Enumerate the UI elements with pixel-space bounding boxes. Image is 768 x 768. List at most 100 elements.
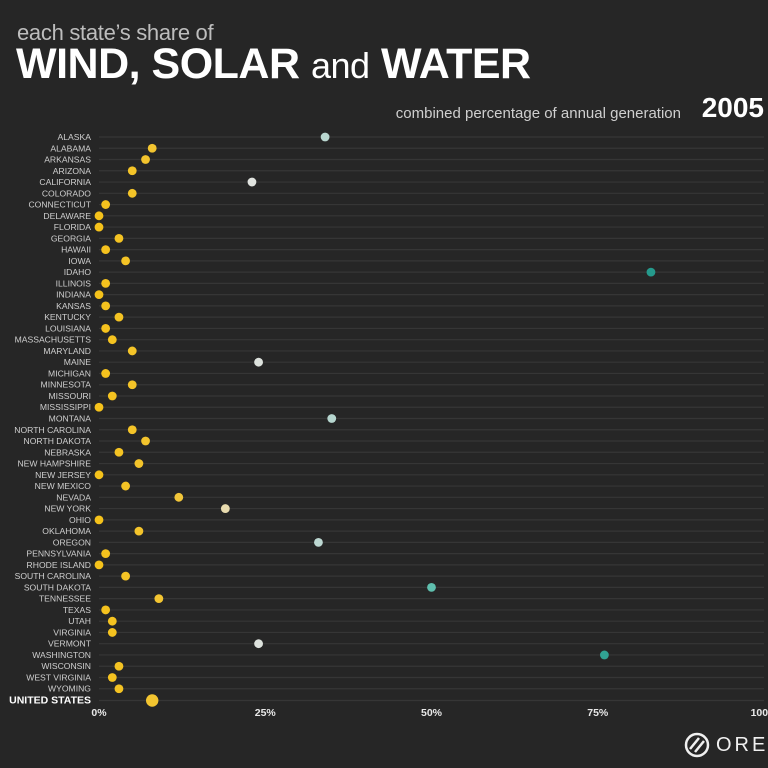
state-label: KANSAS: [56, 301, 91, 311]
logo-icon: [684, 732, 710, 758]
x-tick-label: 75%: [587, 707, 609, 719]
total-label: UNITED STATES: [9, 695, 91, 707]
state-dot: [127, 166, 137, 176]
state-label: RHODE ISLAND: [27, 560, 91, 570]
state-label: NEVADA: [56, 492, 91, 502]
state-label: NEW YORK: [44, 504, 91, 514]
x-tick-label: 0%: [91, 707, 107, 719]
state-label: MINNESOTA: [41, 380, 92, 390]
state-label: COLORADO: [42, 188, 91, 198]
state-dot: [101, 301, 111, 311]
state-dot: [94, 402, 104, 412]
x-tick-label: 50%: [421, 707, 443, 719]
axis-caption: combined percentage of annual generation: [395, 105, 681, 122]
state-dot: [247, 177, 257, 187]
state-label: OREGON: [53, 537, 91, 547]
state-dot: [127, 425, 137, 435]
state-label: MAINE: [64, 357, 91, 367]
state-label: NORTH DAKOTA: [24, 436, 92, 446]
state-label: ILLINOIS: [56, 278, 92, 288]
state-dot: [314, 537, 323, 547]
state-dot: [107, 628, 117, 637]
state-label: KENTUCKY: [44, 312, 91, 322]
state-dot: [141, 155, 150, 164]
state-dot: [114, 233, 124, 243]
state-dot: [220, 504, 230, 513]
state-label: MISSOURI: [49, 391, 92, 401]
state-label: WISCONSIN: [41, 661, 91, 671]
title-and: and: [311, 45, 370, 86]
state-label: WASHINGTON: [32, 650, 91, 660]
state-dot: [154, 594, 164, 604]
state-label: NORTH CAROLINA: [14, 425, 91, 435]
state-label: ALASKA: [58, 132, 92, 142]
state-dot: [94, 290, 104, 300]
state-dot: [114, 447, 124, 457]
state-dot: [134, 459, 144, 468]
state-label: WYOMING: [48, 684, 91, 694]
state-dot: [121, 571, 130, 581]
state-label: SOUTH DAKOTA: [24, 582, 91, 592]
state-dot: [127, 346, 137, 356]
state-label: OHIO: [69, 515, 91, 525]
x-tick-label: 25%: [255, 707, 277, 719]
state-dot: [101, 324, 111, 333]
state-dot: [107, 616, 117, 626]
state-label: CALIFORNIA: [39, 177, 91, 187]
state-dot: [127, 380, 137, 390]
state-dot: [101, 369, 111, 378]
state-label: TENNESSEE: [39, 594, 91, 604]
state-label: FLORIDA: [54, 222, 92, 232]
total-dot: [146, 694, 159, 707]
state-label: ARKANSAS: [44, 155, 91, 165]
state-dot: [101, 278, 111, 288]
state-label: HAWAII: [61, 245, 91, 255]
state-dot: [94, 560, 104, 570]
state-dot: [121, 481, 130, 491]
state-label: NEW JERSEY: [35, 470, 91, 480]
state-label: IOWA: [68, 256, 91, 266]
state-dot: [101, 200, 111, 209]
state-label: MASSACHUSETTS: [15, 335, 92, 345]
state-dot: [327, 414, 337, 423]
state-label: INDIANA: [56, 290, 91, 300]
state-dot: [94, 515, 104, 525]
state-label: NEW MEXICO: [35, 481, 92, 491]
state-dot: [114, 312, 124, 322]
state-label: MONTANA: [49, 414, 92, 424]
state-label: MICHIGAN: [48, 368, 91, 378]
state-label: VIRGINIA: [53, 627, 91, 637]
state-label: CONNECTICUT: [28, 200, 91, 210]
state-label: MISSISSIPPI: [40, 402, 91, 412]
state-label: UTAH: [68, 616, 91, 626]
state-label: IDAHO: [64, 267, 92, 277]
state-label: MARYLAND: [43, 346, 91, 356]
state-dot: [101, 605, 111, 615]
state-label: TEXAS: [63, 605, 91, 615]
year-label: 2005: [701, 92, 764, 123]
state-dot: [254, 639, 263, 649]
state-label: DELAWARE: [43, 211, 91, 221]
state-label: PENNSYLVANIA: [26, 549, 91, 559]
logo: OREN: [684, 732, 768, 758]
state-dot: [174, 492, 184, 502]
state-dot: [600, 650, 609, 660]
state-dot: [107, 335, 117, 345]
state-label: ALABAMA: [50, 143, 91, 153]
state-dot: [141, 436, 150, 446]
logo-text: OREN: [716, 733, 768, 756]
chart-title: WIND, SOLAR and WATER: [16, 40, 531, 89]
state-label: WEST VIRGINIA: [26, 672, 91, 682]
chart-subtitle: each state’s share of: [17, 20, 214, 45]
state-dot: [134, 526, 144, 536]
state-label: NEBRASKA: [44, 447, 91, 457]
state-dot: [427, 583, 436, 592]
title-part1: WIND, SOLAR: [16, 40, 300, 88]
state-dot: [147, 143, 157, 153]
state-label: SOUTH CAROLINA: [15, 571, 92, 581]
state-dot: [646, 267, 656, 277]
state-label: ARIZONA: [53, 166, 91, 176]
state-dot: [94, 211, 104, 221]
state-dot: [107, 391, 117, 401]
